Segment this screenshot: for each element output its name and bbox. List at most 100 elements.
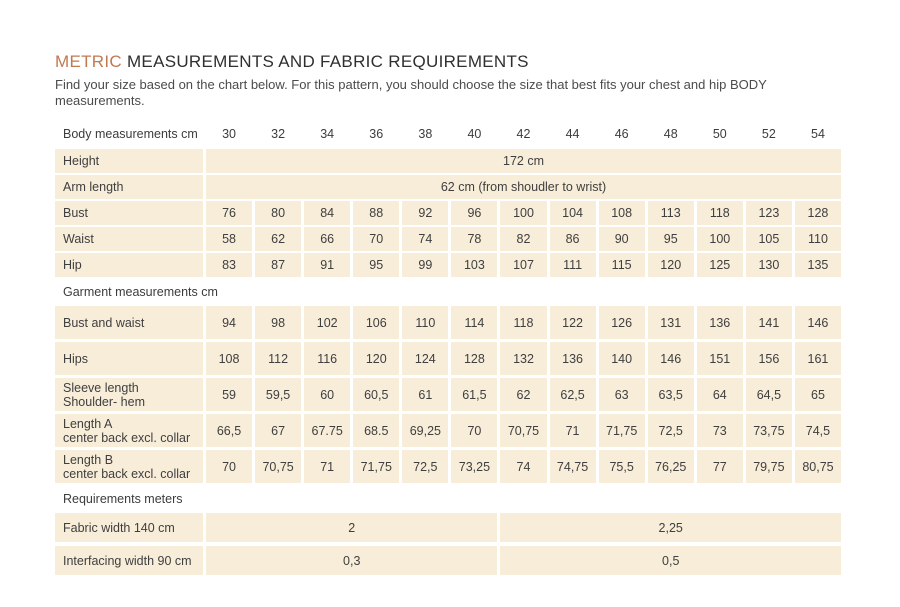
value-cell: 91 — [304, 253, 351, 277]
row-label: Bust and waist — [55, 306, 203, 339]
value-cell: 65 — [794, 378, 841, 411]
value-cell: 98 — [255, 306, 302, 339]
value-cell: 92 — [402, 201, 449, 225]
table-row-waist: Waist 58 62 66 70 74 78 82 86 90 95 100 105 110 — [55, 227, 841, 251]
value-cell: 156 — [745, 342, 792, 375]
value-cell: 61 — [402, 378, 449, 411]
value-cell: 103 — [451, 253, 498, 277]
value-cell: 75,5 — [598, 450, 645, 483]
value-cell: 73,25 — [451, 450, 498, 483]
value-cell: 105 — [745, 227, 792, 251]
row-label-line1: Length B — [63, 452, 114, 467]
value-cell: 71 — [304, 450, 351, 483]
span-value-cell: 172 cm — [206, 149, 841, 173]
value-cell: 95 — [647, 227, 694, 251]
value-cell: 120 — [353, 342, 400, 375]
value-cell: 71,75 — [353, 450, 400, 483]
row-label: Bust — [55, 201, 203, 225]
value-cell: 64 — [696, 378, 743, 411]
row-label: Fabric width 140 cm — [55, 513, 203, 542]
value-cell: 78 — [451, 227, 498, 251]
row-label-line1: Length A — [63, 416, 113, 431]
subtitle: Find your size based on the chart below.… — [55, 77, 767, 108]
row-label-line2: center back excl. collar — [63, 430, 191, 445]
value-cell: 126 — [598, 306, 645, 339]
size-column-header-36: 36 — [369, 127, 384, 141]
value-cell: 110 — [794, 227, 841, 251]
value-cell: 62 — [500, 378, 547, 411]
row-label: Hip — [55, 253, 203, 277]
size-header-label: Body measurements cm — [63, 127, 198, 141]
value-cell: 60,5 — [353, 378, 400, 411]
value-cell: 115 — [598, 253, 645, 277]
value-cell: 71 — [549, 414, 596, 447]
size-column-header-38: 38 — [418, 127, 433, 141]
value-cell: 61,5 — [451, 378, 498, 411]
value-cell: 128 — [794, 201, 841, 225]
value-cell: 62 — [255, 227, 302, 251]
value-cell: 88 — [353, 201, 400, 225]
value-cell: 80 — [255, 201, 302, 225]
page: METRIC MEASUREMENTS AND FABRIC REQUIREMEN… — [55, 52, 900, 575]
requirements-section-label: Requirements meters — [63, 492, 183, 506]
value-cell: 80,75 — [794, 450, 841, 483]
value-cell: 108 — [598, 201, 645, 225]
row-label: Arm length — [55, 175, 203, 199]
value-cell: 100 — [500, 201, 547, 225]
row-label: Hips — [55, 342, 203, 375]
row-label: Sleeve length Shoulder- hem — [55, 378, 203, 411]
size-column-header-40: 40 — [467, 127, 482, 141]
value-cell: 59 — [206, 378, 253, 411]
value-cell: 95 — [353, 253, 400, 277]
title-rest: MEASUREMENTS AND FABRIC REQUIREMENTS — [126, 52, 529, 71]
value-cell: 72,5 — [402, 450, 449, 483]
value-cell: 112 — [255, 342, 302, 375]
value-cell: 116 — [304, 342, 351, 375]
value-cell: 59,5 — [255, 378, 302, 411]
value-cell: 136 — [549, 342, 596, 375]
value-cell: 64,5 — [745, 378, 792, 411]
row-label-line1: Bust and waist — [63, 315, 145, 330]
value-cell: 141 — [745, 306, 792, 339]
value-cell: 68.5 — [353, 414, 400, 447]
value-cell: 135 — [794, 253, 841, 277]
size-column-header-54: 54 — [811, 127, 825, 141]
value-cell: 83 — [206, 253, 253, 277]
value-cell: 113 — [647, 201, 694, 225]
value-cell: 118 — [696, 201, 743, 225]
value-cell: 66 — [304, 227, 351, 251]
value-cell: 120 — [647, 253, 694, 277]
value-cell: 74,75 — [549, 450, 596, 483]
value-cell: 70 — [206, 450, 253, 483]
value-cell: 132 — [500, 342, 547, 375]
row-label-line1: Hips — [63, 351, 89, 366]
value-cell: 70 — [353, 227, 400, 251]
value-cell: 73 — [696, 414, 743, 447]
value-cell: 71,75 — [598, 414, 645, 447]
value-cell: 67.75 — [304, 414, 351, 447]
value-cell: 110 — [402, 306, 449, 339]
value-cell: 67 — [255, 414, 302, 447]
value-cell: 60 — [304, 378, 351, 411]
title-accent: METRIC — [55, 52, 122, 71]
size-column-header-42: 42 — [516, 127, 531, 141]
table-row-fabric-width-140-cm: Fabric width 140 cm 2 2,25 — [55, 513, 841, 542]
value-cell: 58 — [206, 227, 253, 251]
page-title: METRIC MEASUREMENTS AND FABRIC REQUIREMEN… — [55, 52, 900, 72]
row-label: Interfacing width 90 cm — [55, 546, 203, 575]
size-column-header-30: 30 — [222, 127, 236, 141]
value-cell: 87 — [255, 253, 302, 277]
measurements-table: Body measurements cm 30 32 34 36 38 40 42 44 46 48… — [55, 123, 841, 575]
value-cell: 107 — [500, 253, 547, 277]
row-label-line1: Sleeve length — [63, 380, 139, 395]
value-cell: 74 — [500, 450, 547, 483]
size-column-header-52: 52 — [761, 127, 776, 141]
size-column-header-50: 50 — [712, 127, 727, 141]
value-cell: 111 — [549, 253, 596, 277]
value-cell: 84 — [304, 201, 351, 225]
value-cell: 94 — [206, 306, 253, 339]
value-cell: 72,5 — [647, 414, 694, 447]
value-cell: 140 — [598, 342, 645, 375]
value-cell: 102 — [304, 306, 351, 339]
